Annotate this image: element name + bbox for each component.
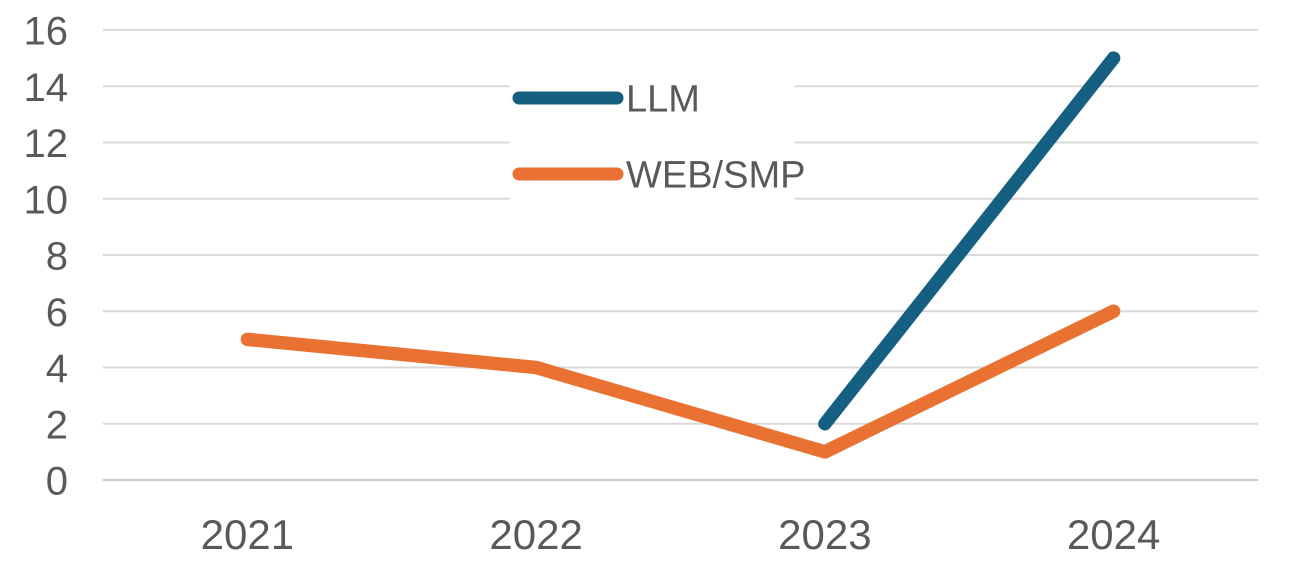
y-axis-tick-label: 8 bbox=[46, 235, 68, 279]
y-axis-tick-label: 14 bbox=[24, 66, 69, 110]
legend-box bbox=[510, 61, 795, 208]
y-axis-tick-label: 16 bbox=[24, 10, 69, 54]
x-axis-tick-label: 2022 bbox=[489, 511, 582, 558]
x-axis-tick-label: 2023 bbox=[778, 511, 871, 558]
series-line-web-smp bbox=[240, 304, 1121, 459]
series-line-llm bbox=[818, 51, 1121, 431]
y-axis-tick-label: 12 bbox=[24, 122, 69, 166]
legend-label: LLM bbox=[626, 79, 700, 121]
y-axis-tick-label: 2 bbox=[46, 403, 68, 447]
legend-label: WEB/SMP bbox=[626, 155, 805, 197]
y-axis-tick-label: 10 bbox=[24, 178, 69, 222]
x-axis-tick-label: 2024 bbox=[1067, 511, 1160, 558]
x-axis-tick-label: 2021 bbox=[201, 511, 294, 558]
y-axis-tick-label: 4 bbox=[46, 347, 68, 391]
y-axis-tick-label: 0 bbox=[46, 460, 68, 504]
y-axis-tick-label: 6 bbox=[46, 291, 68, 335]
